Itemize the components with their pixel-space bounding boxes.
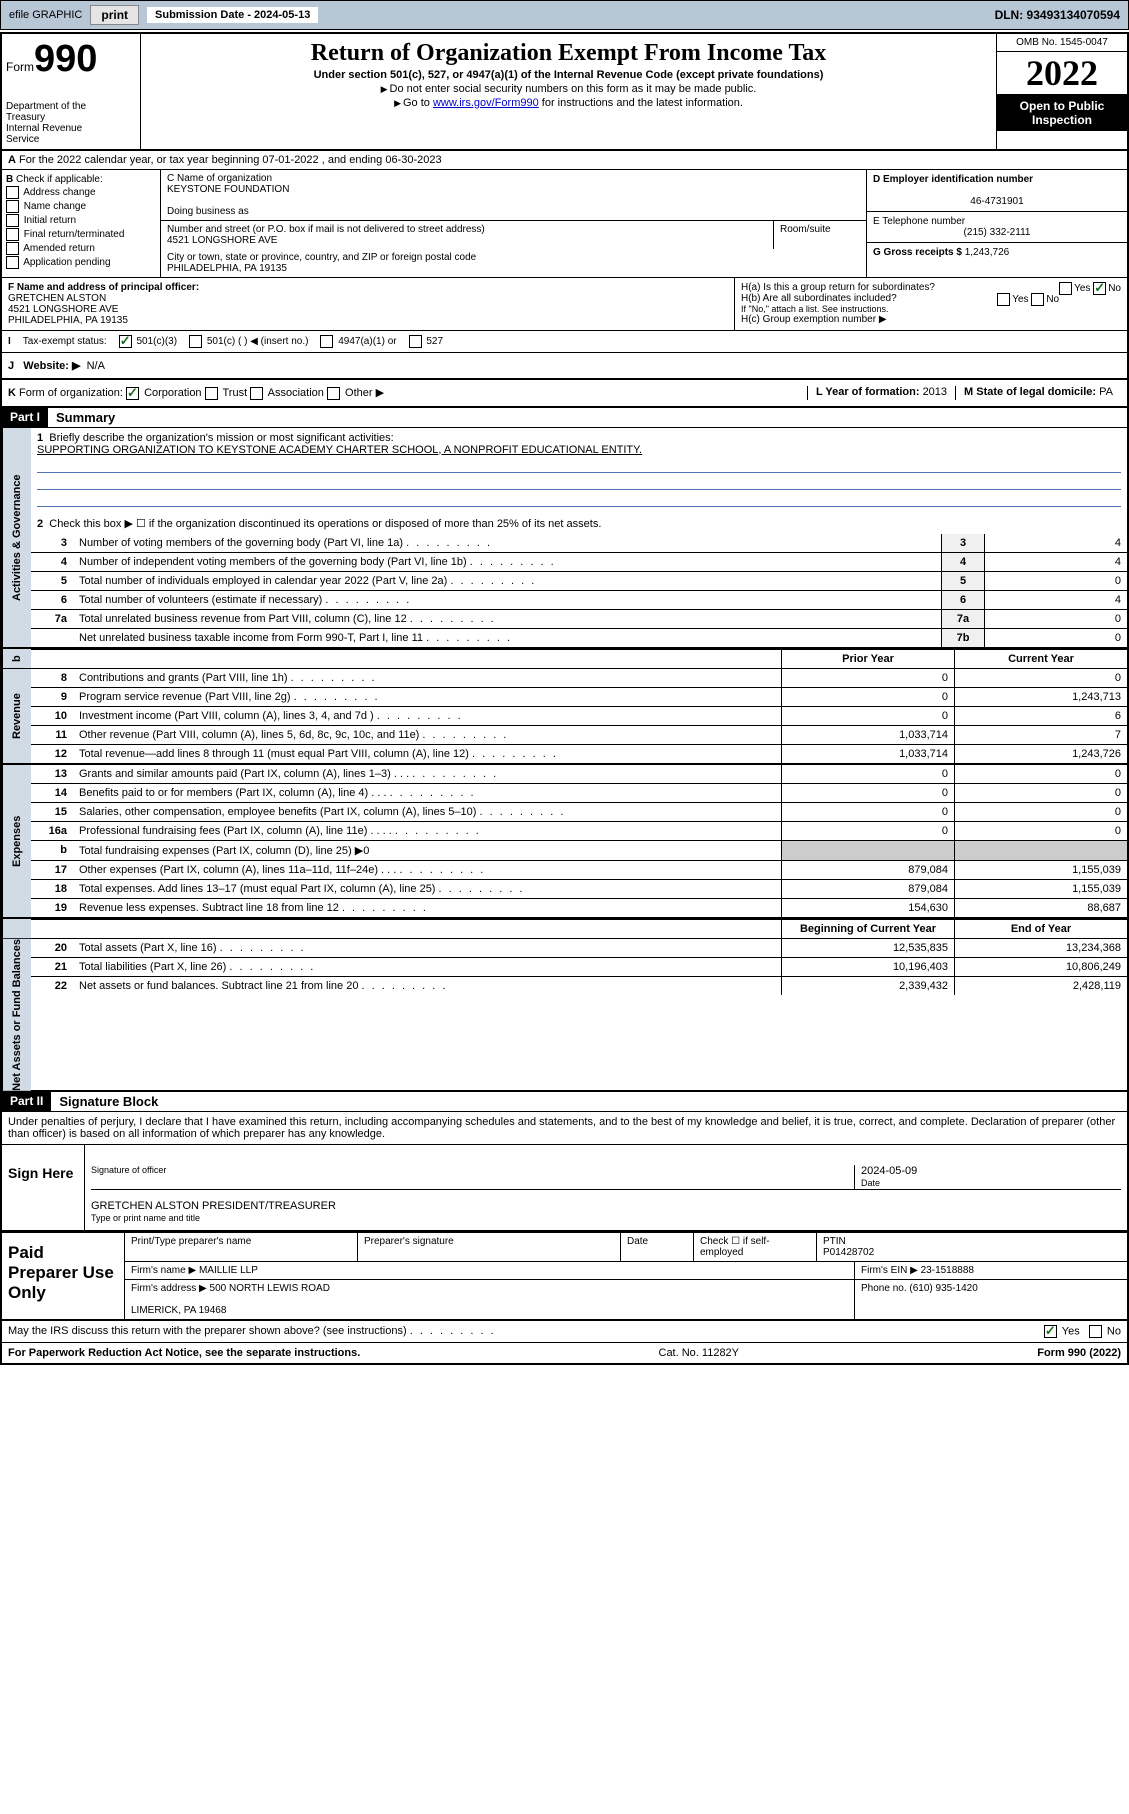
summary-line: 3Number of voting members of the governi… bbox=[31, 534, 1127, 552]
cat-no: Cat. No. 11282Y bbox=[360, 1347, 1037, 1359]
preparer-phone: (610) 935-1420 bbox=[909, 1283, 977, 1294]
officer-name-title: GRETCHEN ALSTON PRESIDENT/TREASURER bbox=[91, 1200, 336, 1212]
box-f: F Name and address of principal officer:… bbox=[2, 278, 734, 330]
ein: 46-4731901 bbox=[873, 196, 1121, 207]
box-d: D Employer identification number 46-4731… bbox=[866, 170, 1127, 277]
org-address: 4521 LONGSHORE AVE bbox=[167, 235, 767, 246]
row-k: K Form of organization: Corporation Trus… bbox=[2, 380, 1127, 408]
summary-line: 11Other revenue (Part VIII, column (A), … bbox=[31, 725, 1127, 744]
summary-line: 21Total liabilities (Part X, line 26) 10… bbox=[31, 957, 1127, 976]
summary-line: 7aTotal unrelated business revenue from … bbox=[31, 609, 1127, 628]
ptin: P01428702 bbox=[823, 1247, 874, 1258]
firm-ein: 23-1518888 bbox=[921, 1265, 974, 1276]
open-public-label: Open to Public Inspection bbox=[997, 95, 1127, 131]
firm-address: 500 NORTH LEWIS ROAD bbox=[210, 1283, 330, 1294]
summary-line: 19Revenue less expenses. Subtract line 1… bbox=[31, 898, 1127, 917]
summary-line: 22Net assets or fund balances. Subtract … bbox=[31, 976, 1127, 995]
summary-line: 5Total number of individuals employed in… bbox=[31, 571, 1127, 590]
form-990: Form990 Department of theTreasuryInterna… bbox=[0, 32, 1129, 1365]
summary-line: 14Benefits paid to or for members (Part … bbox=[31, 783, 1127, 802]
row-i: I Tax-exempt status: 501(c)(3) 501(c) ( … bbox=[2, 331, 1127, 353]
summary-line: 9Program service revenue (Part VIII, lin… bbox=[31, 687, 1127, 706]
part2-header: Part II bbox=[2, 1092, 51, 1111]
org-name: KEYSTONE FOUNDATION bbox=[167, 184, 860, 195]
prior-year-header: Prior Year bbox=[781, 650, 954, 668]
summary-line: 12Total revenue—add lines 8 through 11 (… bbox=[31, 744, 1127, 763]
box-h: H(a) Is this a group return for subordin… bbox=[734, 278, 1127, 330]
paid-preparer-label: Paid Preparer Use Only bbox=[2, 1233, 124, 1319]
summary-line: 15Salaries, other compensation, employee… bbox=[31, 802, 1127, 821]
mission-text: SUPPORTING ORGANIZATION TO KEYSTONE ACAD… bbox=[37, 444, 642, 456]
part1-title: Summary bbox=[48, 408, 123, 427]
part2-title: Signature Block bbox=[51, 1092, 166, 1111]
efile-header: efile GRAPHIC print Submission Date - 20… bbox=[0, 0, 1129, 30]
side-expenses: Expenses bbox=[2, 765, 31, 917]
print-button[interactable]: print bbox=[90, 5, 139, 25]
current-year-header: Current Year bbox=[954, 650, 1127, 668]
row-j: J Website: ▶ N/A bbox=[2, 353, 1127, 380]
form-id-block: Form990 Department of theTreasuryInterna… bbox=[2, 34, 141, 149]
tax-year-range: A For the 2022 calendar year, or tax yea… bbox=[2, 151, 1127, 170]
org-city: PHILADELPHIA, PA 19135 bbox=[167, 263, 860, 274]
discuss-row: May the IRS discuss this return with the… bbox=[2, 1321, 1127, 1343]
perjury-statement: Under penalties of perjury, I declare th… bbox=[2, 1112, 1127, 1145]
gross-receipts: 1,243,726 bbox=[965, 247, 1010, 258]
form-subtitle: Under section 501(c), 527, or 4947(a)(1)… bbox=[145, 69, 992, 81]
summary-line: 16aProfessional fundraising fees (Part I… bbox=[31, 821, 1127, 840]
summary-line: 17Other expenses (Part IX, column (A), l… bbox=[31, 860, 1127, 879]
summary-line: Net unrelated business taxable income fr… bbox=[31, 628, 1127, 647]
efile-label: efile GRAPHIC bbox=[9, 9, 82, 21]
tax-year: 2022 bbox=[997, 52, 1127, 95]
side-netassets: Net Assets or Fund Balances bbox=[2, 939, 31, 1091]
part1-header: Part I bbox=[2, 408, 48, 427]
summary-line: 4Number of independent voting members of… bbox=[31, 552, 1127, 571]
side-revenue: Revenue bbox=[2, 669, 31, 763]
summary-line: 8Contributions and grants (Part VIII, li… bbox=[31, 669, 1127, 687]
phone: (215) 332-2111 bbox=[873, 227, 1121, 238]
submission-date: Submission Date - 2024-05-13 bbox=[147, 7, 318, 23]
form-footer: Form 990 (2022) bbox=[1037, 1347, 1121, 1359]
summary-line: 18Total expenses. Add lines 13–17 (must … bbox=[31, 879, 1127, 898]
omb-number: OMB No. 1545-0047 bbox=[997, 34, 1127, 52]
box-b: B Check if applicable: Address change Na… bbox=[2, 170, 161, 277]
dept-label: Department of theTreasuryInternal Revenu… bbox=[6, 101, 136, 145]
summary-line: 13Grants and similar amounts paid (Part … bbox=[31, 765, 1127, 783]
summary-line: 20Total assets (Part X, line 16) 12,535,… bbox=[31, 939, 1127, 957]
dln-label: DLN: 93493134070594 bbox=[995, 8, 1120, 22]
summary-line: 10Investment income (Part VIII, column (… bbox=[31, 706, 1127, 725]
instructions-link[interactable]: www.irs.gov/Form990 bbox=[433, 97, 539, 109]
form-title: Return of Organization Exempt From Incom… bbox=[145, 40, 992, 67]
firm-name: MAILLIE LLP bbox=[199, 1265, 258, 1276]
summary-line: 6Total number of volunteers (estimate if… bbox=[31, 590, 1127, 609]
summary-line: bTotal fundraising expenses (Part IX, co… bbox=[31, 840, 1127, 860]
box-c: C Name of organization KEYSTONE FOUNDATI… bbox=[161, 170, 866, 277]
side-governance: Activities & Governance bbox=[2, 428, 31, 647]
sign-here-label: Sign Here bbox=[2, 1145, 84, 1230]
paperwork-notice: For Paperwork Reduction Act Notice, see … bbox=[8, 1347, 360, 1359]
